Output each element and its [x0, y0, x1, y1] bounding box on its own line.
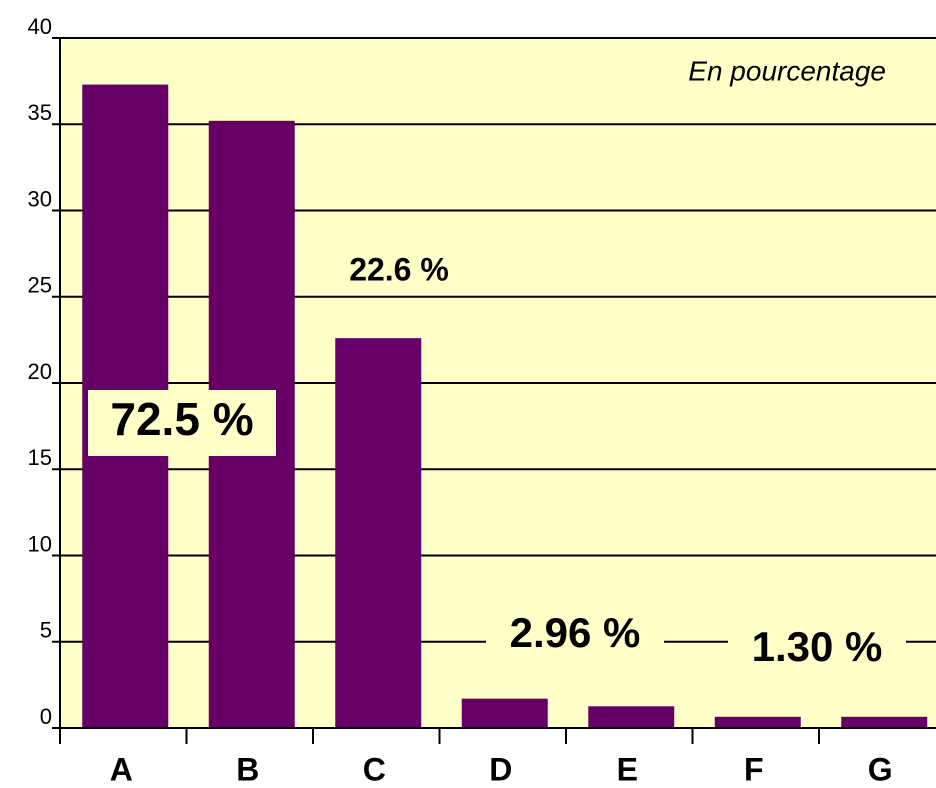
y-tick-label: 5: [40, 618, 52, 643]
y-tick-label: 35: [28, 100, 52, 125]
annotation: 22.6 %: [349, 251, 449, 287]
x-tick-label: E: [617, 751, 638, 787]
y-tick-label: 10: [28, 531, 52, 556]
y-tick-label: 15: [28, 445, 52, 470]
annotation: 1.30 %: [752, 623, 883, 670]
bar: [461, 698, 548, 728]
x-tick-label: D: [489, 751, 512, 787]
x-tick-label: A: [110, 751, 133, 787]
y-tick-label: 30: [28, 186, 52, 211]
bar: [714, 716, 801, 728]
annotation: 72.5 %: [110, 393, 253, 445]
x-tick-label: C: [363, 751, 386, 787]
x-tick-label: F: [744, 751, 764, 787]
x-tick-label: B: [236, 751, 259, 787]
y-tick-label: 25: [28, 273, 52, 298]
bar: [335, 338, 422, 728]
annotation-box: [486, 610, 664, 662]
y-tick-label: 0: [40, 704, 52, 729]
annotation-box: [88, 390, 276, 456]
y-tick-label: 20: [28, 359, 52, 384]
annotation: 2.96 %: [510, 609, 641, 656]
subtitle: En pourcentage: [688, 55, 886, 86]
bar: [588, 706, 675, 728]
bar: [841, 716, 928, 728]
y-tick-label: 40: [28, 14, 52, 39]
x-tick-label: G: [868, 751, 893, 787]
annotation-box: [728, 624, 906, 676]
